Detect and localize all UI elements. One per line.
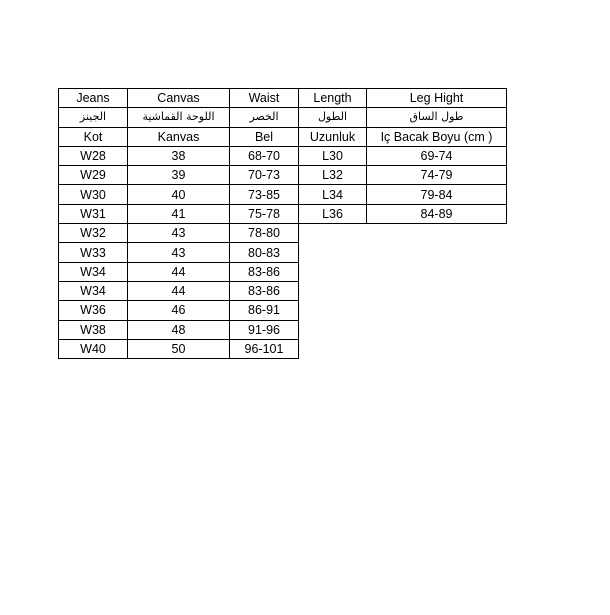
cell-waist: 68-70 <box>229 145 299 167</box>
cell-waist: 75-78 <box>229 203 299 225</box>
table-row: W40 50 96-101 <box>58 338 507 360</box>
table-row: W34 44 83-86 <box>58 280 507 302</box>
cell-waist: 86-91 <box>229 300 299 321</box>
table-row: W29 39 70-73 L32 74-79 <box>58 165 507 186</box>
cell-waist: 91-96 <box>229 319 299 340</box>
cell-jeans: W40 <box>58 338 128 360</box>
cell-jeans: W28 <box>58 145 128 167</box>
table-row: W30 40 73-85 L34 79-84 <box>58 184 507 205</box>
table-row: W32 43 78-80 <box>58 223 507 244</box>
header-row-english: Jeans Canvas Waist Length Leg Hight <box>58 87 507 109</box>
cell-leg-height: طول الساق <box>366 107 507 128</box>
cell-jeans: Kot <box>58 126 128 147</box>
cell-canvas: 39 <box>127 165 230 186</box>
table-row: W38 48 91-96 <box>58 319 507 340</box>
cell-length: L30 <box>298 145 367 167</box>
cell-jeans: الجينز <box>58 107 128 128</box>
cell-waist: 83-86 <box>229 280 299 302</box>
cell-leg-height: 84-89 <box>366 203 507 225</box>
cell-jeans: W38 <box>58 319 128 340</box>
table-row: W33 43 80-83 <box>58 242 507 263</box>
cell-jeans: W32 <box>58 223 128 244</box>
cell-canvas: 38 <box>127 145 230 167</box>
header-row-arabic: الجينز اللوحة القماشية الخصر الطول طول الساق <box>58 107 507 128</box>
cell-length: Length <box>298 87 367 109</box>
cell-length: L34 <box>298 184 367 205</box>
cell-canvas: 44 <box>127 280 230 302</box>
table-row: W36 46 86-91 <box>58 300 507 321</box>
cell-jeans: W29 <box>58 165 128 186</box>
cell-jeans: W34 <box>58 261 128 282</box>
cell-leg-height: 69-74 <box>366 145 507 167</box>
cell-leg-height: 74-79 <box>366 165 507 186</box>
cell-canvas: 46 <box>127 300 230 321</box>
cell-canvas: 44 <box>127 261 230 282</box>
cell-length: L32 <box>298 165 367 186</box>
cell-waist: 80-83 <box>229 242 299 263</box>
cell-jeans: W31 <box>58 203 128 225</box>
cell-canvas: 50 <box>127 338 230 360</box>
table-row: W34 44 83-86 <box>58 261 507 282</box>
cell-waist: 73-85 <box>229 184 299 205</box>
cell-waist: 78-80 <box>229 223 299 244</box>
cell-leg-height: Iç Bacak Boyu (cm ) <box>366 126 507 147</box>
cell-jeans: Jeans <box>58 87 128 109</box>
cell-canvas: 48 <box>127 319 230 340</box>
cell-jeans: W34 <box>58 280 128 302</box>
cell-length: L36 <box>298 203 367 225</box>
table-row: W31 41 75-78 L36 84-89 <box>58 203 507 225</box>
table-row: W28 38 68-70 L30 69-74 <box>58 145 507 167</box>
cell-waist: الخصر <box>229 107 299 128</box>
cell-canvas: Kanvas <box>127 126 230 147</box>
cell-canvas: Canvas <box>127 87 230 109</box>
cell-waist: 96-101 <box>229 338 299 360</box>
cell-waist: 83-86 <box>229 261 299 282</box>
cell-canvas: 41 <box>127 203 230 225</box>
size-chart-table: Jeans Canvas Waist Length Leg Hight الجينز الل… <box>58 87 507 360</box>
cell-canvas: 43 <box>127 223 230 244</box>
cell-leg-height: 79-84 <box>366 184 507 205</box>
header-row-turkish: Kot Kanvas Bel Uzunluk Iç Bacak Boyu (cm ) <box>58 126 507 147</box>
cell-canvas: 43 <box>127 242 230 263</box>
cell-canvas: 40 <box>127 184 230 205</box>
cell-canvas: اللوحة القماشية <box>127 107 230 128</box>
cell-length: الطول <box>298 107 367 128</box>
cell-leg-height: Leg Hight <box>366 87 507 109</box>
cell-length: Uzunluk <box>298 126 367 147</box>
cell-waist: Waist <box>229 87 299 109</box>
cell-jeans: W36 <box>58 300 128 321</box>
cell-waist: 70-73 <box>229 165 299 186</box>
cell-waist: Bel <box>229 126 299 147</box>
cell-jeans: W30 <box>58 184 128 205</box>
cell-jeans: W33 <box>58 242 128 263</box>
